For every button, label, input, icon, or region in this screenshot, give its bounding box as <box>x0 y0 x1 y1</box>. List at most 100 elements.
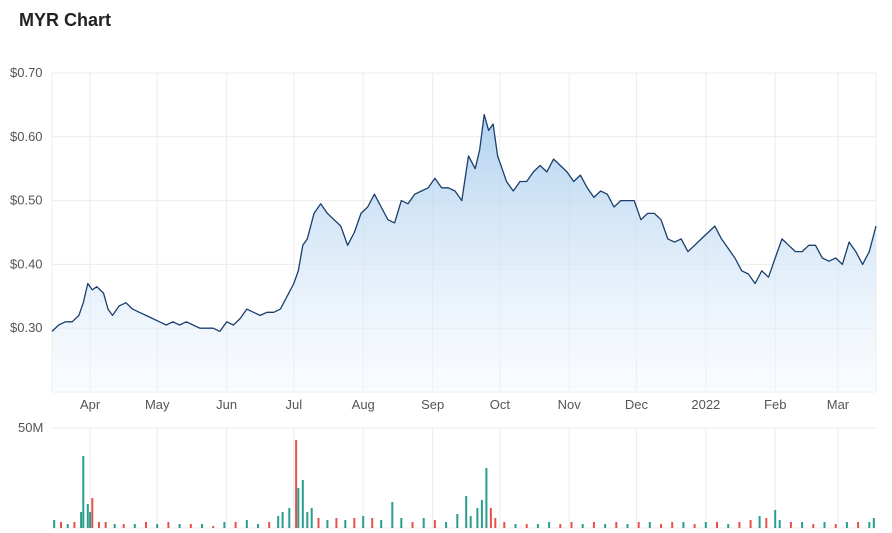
volume-bar <box>317 518 320 528</box>
volume-bar <box>257 524 259 528</box>
volume-bar <box>288 508 291 528</box>
x-tick-label: Nov <box>558 397 582 412</box>
volume-bar <box>823 522 826 528</box>
volume-bar <box>433 520 436 528</box>
volume-bar <box>812 524 815 528</box>
volume-bar <box>353 518 356 528</box>
volume-bar <box>765 518 768 528</box>
volume-bar <box>592 522 595 528</box>
x-tick-label: Apr <box>80 397 101 412</box>
volume-bar <box>476 508 479 528</box>
volume-bar <box>559 524 562 528</box>
volume-bar <box>626 524 629 528</box>
y-tick-label: $0.40 <box>10 256 43 271</box>
volume-bar <box>660 524 662 528</box>
volume-bar <box>301 480 304 528</box>
y-tick-label: $0.60 <box>10 129 43 144</box>
y-tick-label: $0.30 <box>10 320 43 335</box>
volume-bar <box>581 524 584 528</box>
volume-bar <box>344 520 347 528</box>
volume-bar <box>868 522 871 528</box>
volume-bar <box>268 522 271 528</box>
volume-tick-label: 50M <box>18 420 43 435</box>
volume-bar <box>778 520 781 528</box>
volume-bar <box>834 524 837 528</box>
x-tick-label: May <box>145 397 170 412</box>
volume-bar <box>145 522 147 528</box>
x-tick-label: Aug <box>352 397 375 412</box>
volume-bar <box>489 508 492 528</box>
x-axis-ticks: Apr May Jun Jul Aug Sep Oct Nov Dec 2022 Feb Mar <box>80 397 850 412</box>
y-axis-ticks: $0.30 $0.40 $0.50 $0.60 $0.70 <box>10 65 43 335</box>
volume-bar <box>548 522 551 528</box>
volume-bar <box>234 522 237 528</box>
volume-bar <box>201 524 203 528</box>
volume-bar <box>485 468 488 528</box>
y-tick-label: $0.70 <box>10 65 43 80</box>
volume-bar <box>682 522 685 528</box>
volume-bar <box>178 524 181 528</box>
volume-bar <box>494 518 497 528</box>
volume-bar <box>503 522 506 528</box>
price-series-line <box>51 113 877 333</box>
volume-bar <box>98 522 100 528</box>
volume-bar <box>789 522 792 528</box>
volume-bar <box>91 498 94 528</box>
volume-bar <box>80 512 83 528</box>
volume-axis: 50M <box>18 420 43 435</box>
volume-bar <box>570 522 573 528</box>
volume-bar <box>637 522 640 528</box>
x-tick-label: Dec <box>625 397 649 412</box>
volume-bar <box>525 524 528 528</box>
volume-bar <box>445 522 448 528</box>
volume-bar <box>245 520 248 528</box>
volume-bar <box>671 522 674 528</box>
volume-bar <box>845 522 848 528</box>
volume-bar <box>156 524 159 528</box>
volume-bar <box>212 526 215 528</box>
volume-bar <box>223 522 226 528</box>
volume-bar <box>60 522 62 528</box>
volume-bar <box>411 522 414 528</box>
volume-bar <box>716 522 718 528</box>
volume-bar <box>749 520 752 528</box>
volume-bar <box>727 524 730 528</box>
volume-bar <box>371 518 374 528</box>
volume-bar <box>73 522 76 528</box>
x-tick-label: Feb <box>764 397 786 412</box>
volume-bar <box>615 522 618 528</box>
x-tick-label: 2022 <box>691 397 720 412</box>
volume-bar <box>133 524 136 528</box>
volume-bar <box>362 516 365 528</box>
volume-bar <box>738 522 741 528</box>
volume-bar <box>801 522 804 528</box>
volume-bar <box>86 504 89 528</box>
volume-bar <box>422 518 425 528</box>
volume-bar <box>89 512 92 528</box>
volume-bar <box>82 456 85 528</box>
volume-bar <box>306 512 309 528</box>
volume-bar <box>469 516 472 528</box>
price-area <box>52 114 876 392</box>
volume-bar <box>53 520 56 528</box>
volume-bars <box>53 440 875 528</box>
volume-bar <box>857 522 860 528</box>
volume-bar <box>335 518 338 528</box>
volume-bar <box>536 524 539 528</box>
volume-bar <box>648 522 651 528</box>
volume-bar <box>297 488 300 528</box>
volume-bar <box>872 518 875 528</box>
volume-bar <box>122 524 125 528</box>
x-tick-label: Jul <box>286 397 303 412</box>
x-tick-label: Oct <box>490 397 511 412</box>
volume-bar <box>310 508 313 528</box>
volume-bar <box>281 512 284 528</box>
volume-bar <box>391 502 394 528</box>
volume-bar <box>758 516 761 528</box>
volume-bar <box>326 520 329 528</box>
volume-bar <box>514 524 517 528</box>
volume-bar <box>167 522 170 528</box>
volume-bar <box>693 524 696 528</box>
price-line <box>51 113 877 333</box>
